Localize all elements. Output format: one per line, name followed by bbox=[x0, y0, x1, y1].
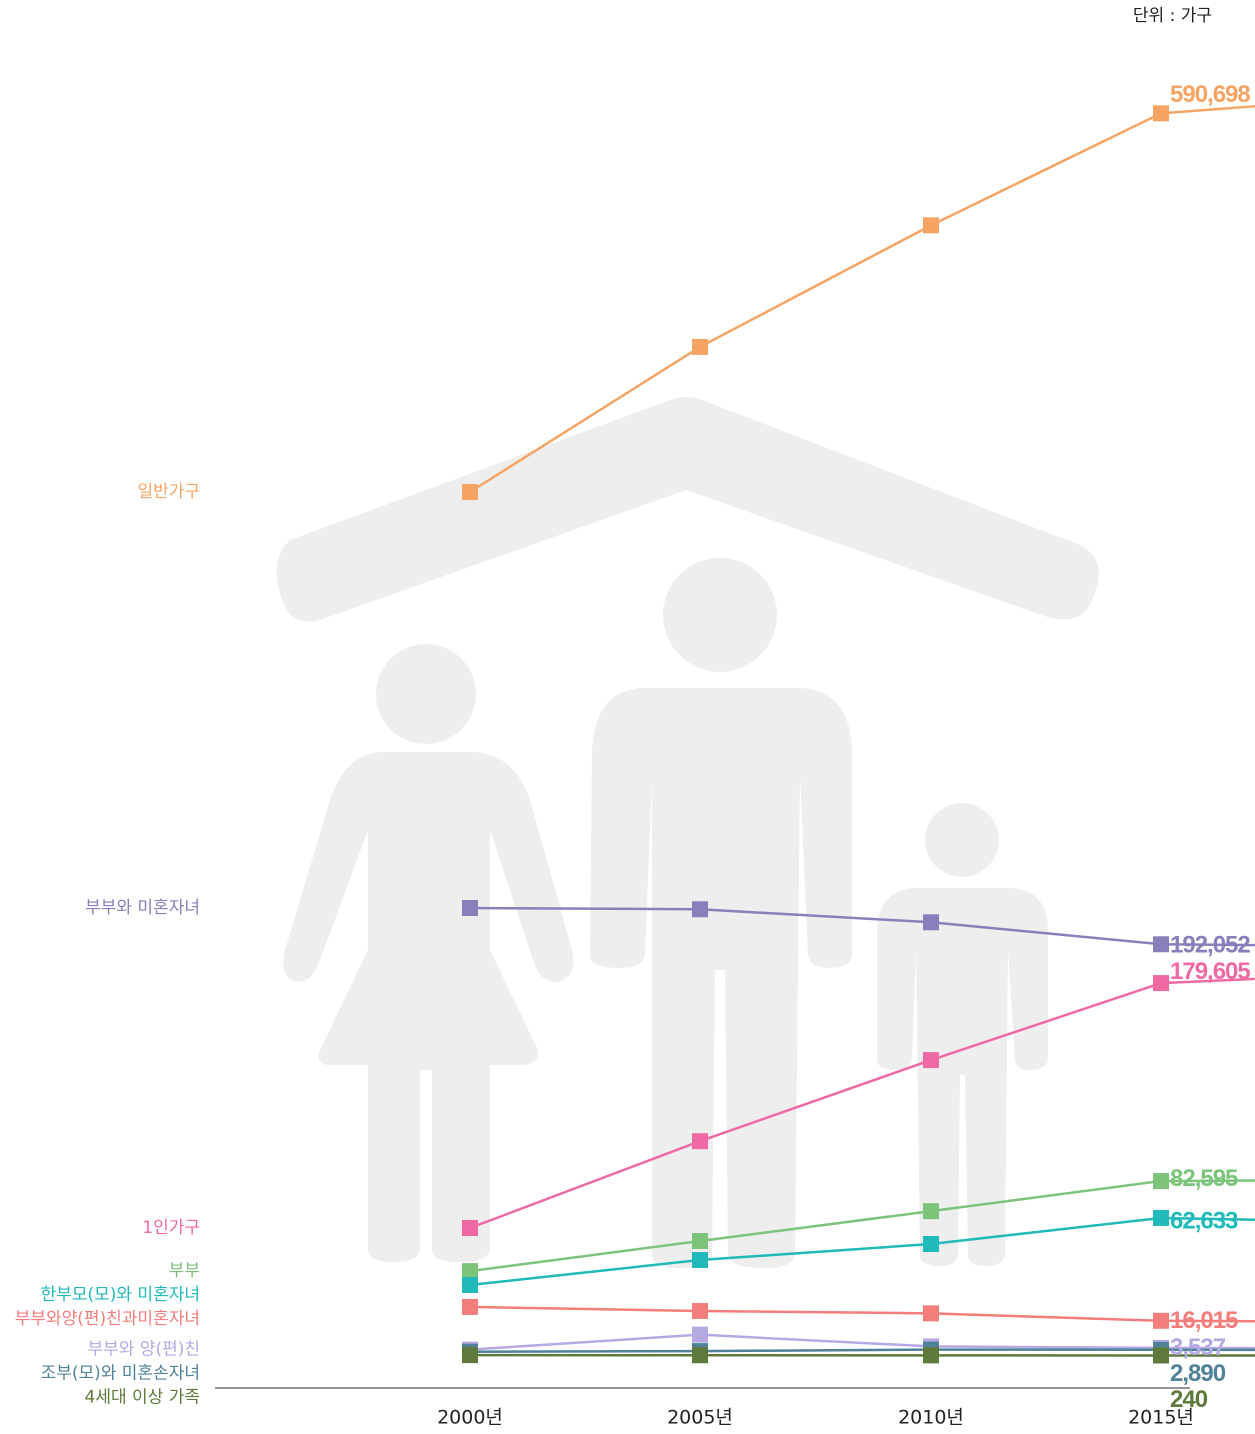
data-point bbox=[923, 1347, 939, 1363]
series-line bbox=[470, 1180, 1255, 1271]
background-illustration bbox=[277, 397, 1099, 1268]
series-line bbox=[470, 1218, 1255, 1285]
series-name: 1인가구 bbox=[142, 1218, 200, 1238]
data-point bbox=[923, 914, 939, 930]
value-label: 240 bbox=[1170, 1386, 1208, 1413]
x-tick-label: 2010년 bbox=[898, 1407, 964, 1429]
series-name: 부부와 양(편)친 bbox=[87, 1340, 200, 1360]
x-tick-label: 2000년 bbox=[437, 1407, 503, 1429]
data-point bbox=[462, 1299, 478, 1315]
data-point bbox=[1153, 1347, 1169, 1363]
data-point bbox=[692, 1347, 708, 1363]
value-label: 2,890 bbox=[1170, 1360, 1226, 1387]
data-point bbox=[462, 1263, 478, 1279]
series-name: 부부와 미혼자녀 bbox=[85, 898, 200, 918]
data-point bbox=[462, 484, 478, 500]
series-name: 부부 bbox=[169, 1261, 200, 1281]
unit-label: 단위 : 가구 bbox=[1133, 6, 1212, 26]
series-line bbox=[470, 1350, 1255, 1352]
series-line bbox=[470, 908, 1255, 946]
data-point bbox=[1153, 975, 1169, 991]
series-name: 일반가구 bbox=[137, 482, 200, 502]
data-point bbox=[692, 1133, 708, 1149]
data-point bbox=[923, 1305, 939, 1321]
data-point bbox=[1153, 936, 1169, 952]
value-label: 590,698 bbox=[1170, 81, 1250, 108]
data-point bbox=[923, 217, 939, 233]
data-point bbox=[923, 1052, 939, 1068]
data-point bbox=[462, 1220, 478, 1236]
x-tick-label: 2005년 bbox=[667, 1407, 733, 1429]
data-point bbox=[462, 1347, 478, 1363]
data-point bbox=[462, 900, 478, 916]
data-point bbox=[692, 901, 708, 917]
data-point bbox=[1153, 105, 1169, 121]
data-point bbox=[923, 1236, 939, 1252]
series-line bbox=[470, 1307, 1255, 1322]
value-label: 179,605 bbox=[1170, 958, 1250, 985]
value-label: 192,052 bbox=[1170, 932, 1250, 959]
data-point bbox=[923, 1203, 939, 1219]
chart: 단위 : 가구 2000년2005년2010년2015년2016년일반가구부부와… bbox=[0, 0, 1255, 1434]
data-point bbox=[692, 1233, 708, 1249]
series-line bbox=[470, 1335, 1255, 1350]
value-label: 62,633 bbox=[1170, 1208, 1238, 1235]
series-name: 4세대 이상 가족 bbox=[85, 1388, 200, 1408]
value-label: 3,537 bbox=[1170, 1334, 1226, 1361]
data-point bbox=[1153, 1313, 1169, 1329]
data-point bbox=[692, 1327, 708, 1343]
value-label: 16,015 bbox=[1170, 1307, 1238, 1334]
data-point bbox=[1153, 1210, 1169, 1226]
data-point bbox=[692, 339, 708, 355]
data-point bbox=[692, 1252, 708, 1268]
series-name: 한부모(모)와 미혼자녀 bbox=[41, 1285, 200, 1305]
data-point bbox=[462, 1277, 478, 1293]
series-line bbox=[470, 973, 1255, 1228]
value-label: 82,595 bbox=[1170, 1165, 1238, 1192]
data-point bbox=[692, 1303, 708, 1319]
series-name: 조부(모)와 미혼손자녀 bbox=[41, 1364, 200, 1384]
series-name: 부부와양(편)친과미혼자녀 bbox=[15, 1309, 200, 1329]
data-point bbox=[1153, 1173, 1169, 1189]
